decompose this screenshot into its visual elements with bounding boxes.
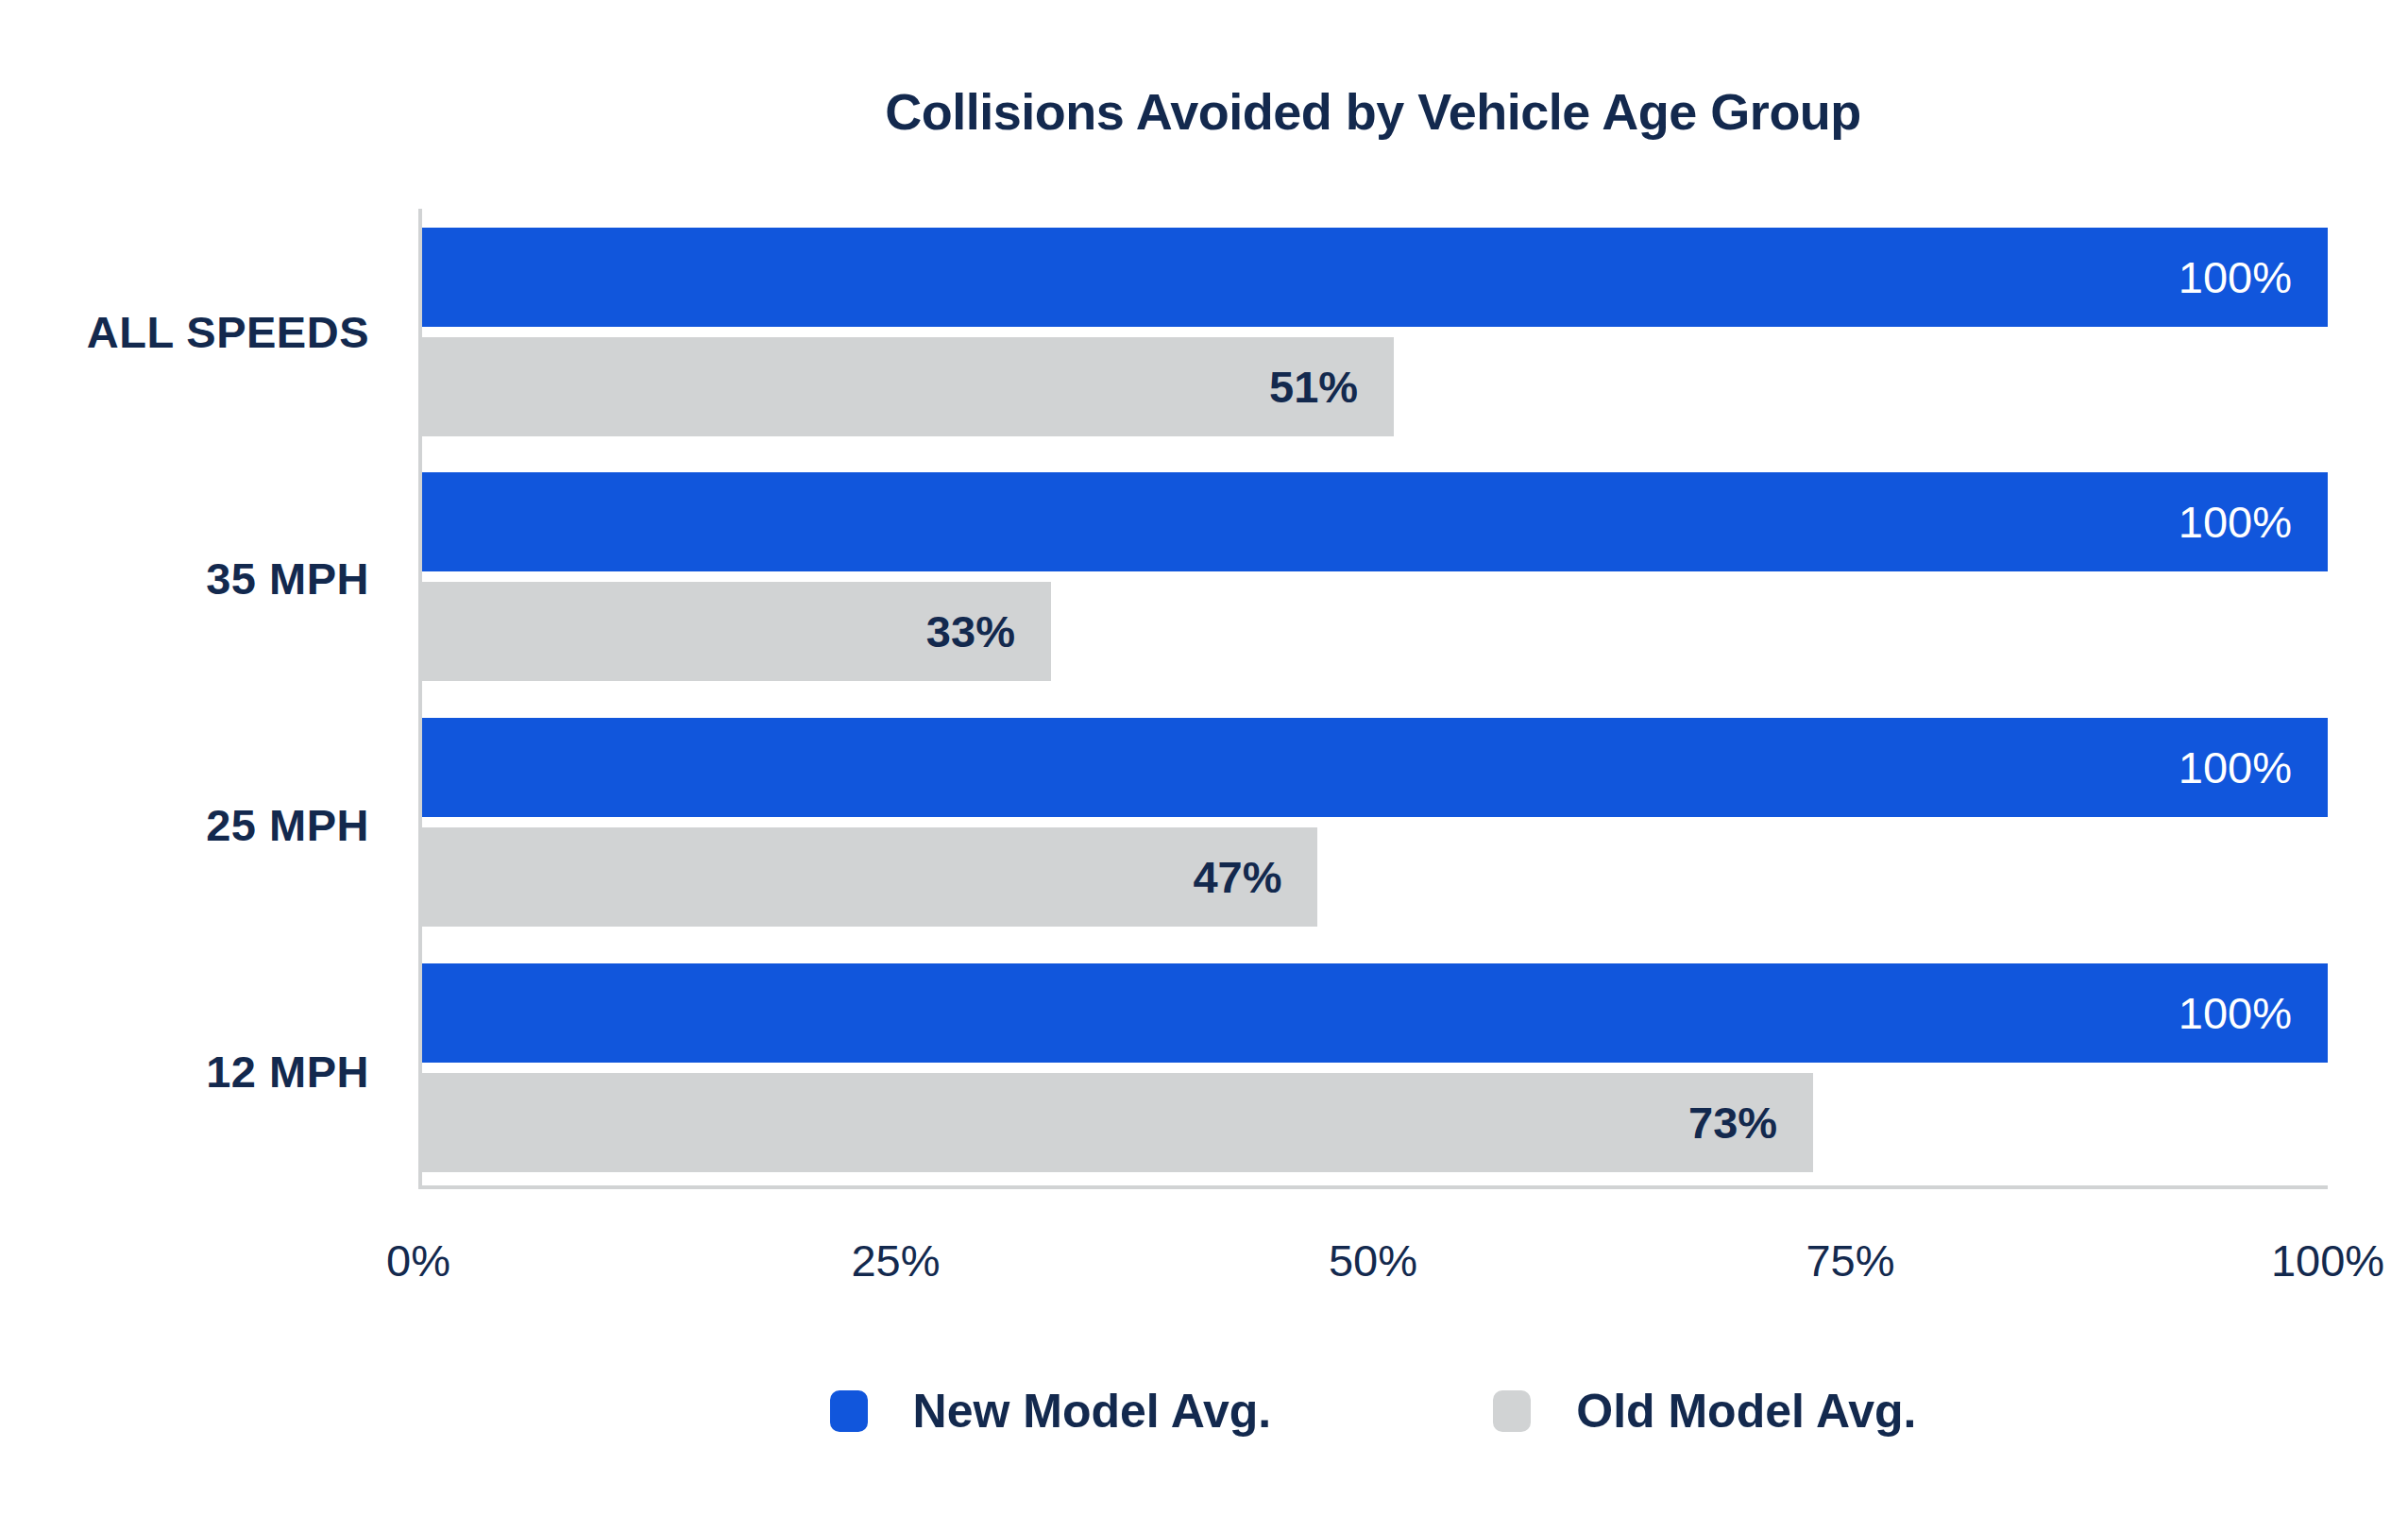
category-label-12-mph: 12 MPH <box>206 1046 369 1098</box>
bar-old-model-avg-all-speeds: 51% <box>422 337 1394 436</box>
bar-value-label: 33% <box>926 605 1015 657</box>
x-tick-50: 50% <box>1329 1235 1417 1286</box>
x-tick-75: 75% <box>1806 1235 1894 1286</box>
category-label-row: 35 MPH <box>0 474 369 683</box>
legend-label-old-model-avg: Old Model Avg. <box>1576 1384 1916 1439</box>
collision-chart: Collisions Avoided by Vehicle Age Group … <box>0 81 2408 1533</box>
category-label-35-mph: 35 MPH <box>206 553 369 605</box>
bar-value-label: 51% <box>1269 361 1358 413</box>
bar-value-label: 47% <box>1193 851 1281 903</box>
legend-swatch-old-model-avg <box>1493 1390 1531 1432</box>
bar-value-label: 100% <box>2179 496 2292 548</box>
bar-new-model-avg-35-mph: 100% <box>422 472 2328 571</box>
legend-item-new-model-avg: New Model Avg. <box>830 1384 1272 1439</box>
legend: New Model Avg. Old Model Avg. <box>418 1384 2328 1439</box>
legend-swatch-new-model-avg <box>830 1390 868 1432</box>
bar-group-25-mph: 100% 47% <box>422 718 2328 927</box>
category-label-row: 25 MPH <box>0 721 369 929</box>
bar-new-model-avg-25-mph: 100% <box>422 718 2328 817</box>
x-tick-25: 25% <box>851 1235 940 1286</box>
chart-title: Collisions Avoided by Vehicle Age Group <box>418 81 2328 143</box>
bar-group-all-speeds: 100% 51% <box>422 228 2328 436</box>
bar-old-model-avg-35-mph: 33% <box>422 582 1051 681</box>
bar-new-model-avg-all-speeds: 100% <box>422 228 2328 327</box>
x-tick-100: 100% <box>2271 1235 2384 1286</box>
x-tick-0: 0% <box>386 1235 450 1286</box>
legend-label-new-model-avg: New Model Avg. <box>913 1384 1272 1439</box>
bar-value-label: 100% <box>2179 987 2292 1039</box>
bar-old-model-avg-25-mph: 47% <box>422 827 1317 927</box>
legend-item-old-model-avg: Old Model Avg. <box>1493 1384 1916 1439</box>
plot-row: ALL SPEEDS35 MPH25 MPH12 MPH 100%51%100%… <box>0 209 2408 1189</box>
category-label-row: ALL SPEEDS <box>0 228 369 436</box>
bar-new-model-avg-12-mph: 100% <box>422 963 2328 1063</box>
bar-value-label: 100% <box>2179 741 2292 793</box>
plot-area: 100% 51% 100% 33% 100% 47% 100% 73% <box>418 209 2328 1189</box>
bar-group-35-mph: 100% 33% <box>422 472 2328 681</box>
category-label-all-speeds: ALL SPEEDS <box>87 306 369 358</box>
bar-value-label: 73% <box>1688 1097 1777 1149</box>
bar-old-model-avg-12-mph: 73% <box>422 1073 1813 1172</box>
bar-value-label: 100% <box>2179 251 2292 303</box>
category-label-row: 12 MPH <box>0 967 369 1176</box>
category-axis: ALL SPEEDS 35 MPH 25 MPH 12 MPH <box>0 209 418 1189</box>
bar-group-12-mph: 100% 73% <box>422 963 2328 1172</box>
x-axis-ticks: 0%25%50%75%100% <box>418 1235 2328 1289</box>
category-label-25-mph: 25 MPH <box>206 799 369 851</box>
